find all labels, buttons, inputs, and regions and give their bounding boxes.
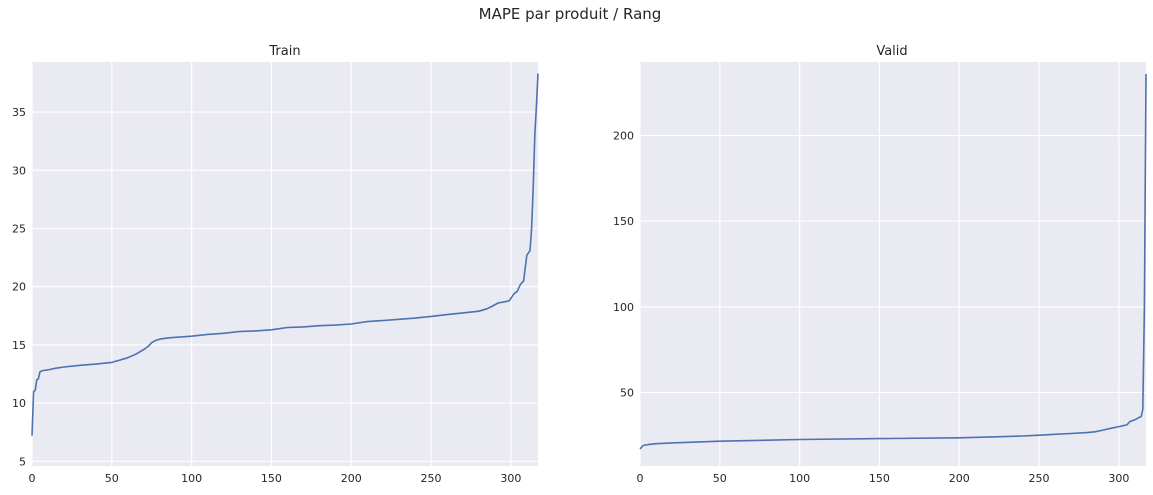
valid-series-layer	[639, 73, 1147, 450]
train-y-tick-label: 25	[12, 222, 26, 235]
train-x-tick-label: 150	[261, 472, 282, 485]
valid-plot-area	[640, 62, 1146, 466]
train-x-tick-label: 300	[500, 472, 521, 485]
train-y-tick-label: 15	[12, 339, 26, 352]
train-tick-labels: 0 50 100 150 200 250 300 5 10 15 20 25 30 35	[12, 106, 521, 485]
train-x-tick-label: 100	[181, 472, 202, 485]
valid-y-tick-label: 200	[613, 130, 634, 143]
train-y-tick-label: 5	[19, 455, 26, 468]
train-x-tick-label: 200	[341, 472, 362, 485]
valid-subplot-title: Valid	[876, 44, 907, 59]
train-subplot: Train 0 50 100 150 200 250 300 5 10 15 20 25 30 35	[12, 44, 539, 485]
valid-y-tick-label: 100	[613, 301, 634, 314]
valid-x-tick-label: 150	[869, 472, 890, 485]
valid-x-tick-label: 0	[637, 472, 644, 485]
train-mape-line	[31, 73, 539, 436]
train-x-tick-label: 0	[29, 472, 36, 485]
train-y-tick-label: 35	[12, 106, 26, 119]
train-plot-area	[32, 62, 538, 466]
train-x-tick-label: 250	[421, 472, 442, 485]
valid-x-tick-label: 250	[1029, 472, 1050, 485]
train-y-tick-label: 10	[12, 397, 26, 410]
figure-suptitle: MAPE par produit / Rang	[479, 5, 662, 23]
train-gridlines	[31, 62, 538, 466]
valid-x-tick-label: 300	[1108, 472, 1129, 485]
valid-mape-line	[639, 73, 1147, 450]
train-x-tick-label: 50	[105, 472, 119, 485]
valid-x-tick-label: 50	[713, 472, 727, 485]
train-subplot-title: Train	[268, 44, 300, 59]
valid-x-tick-label: 200	[949, 472, 970, 485]
train-series-layer	[31, 73, 539, 436]
valid-x-tick-label: 100	[789, 472, 810, 485]
train-y-tick-label: 20	[12, 281, 26, 294]
valid-gridlines	[639, 62, 1146, 466]
valid-tick-labels: 0 50 100 150 200 250 300 50 100 150 200	[613, 130, 1129, 485]
valid-y-tick-label: 50	[620, 386, 634, 399]
train-y-tick-label: 30	[12, 164, 26, 177]
valid-y-tick-label: 150	[613, 215, 634, 228]
valid-subplot: Valid 0 50 100 150 200 250 300 50 100 150 200	[613, 44, 1147, 485]
